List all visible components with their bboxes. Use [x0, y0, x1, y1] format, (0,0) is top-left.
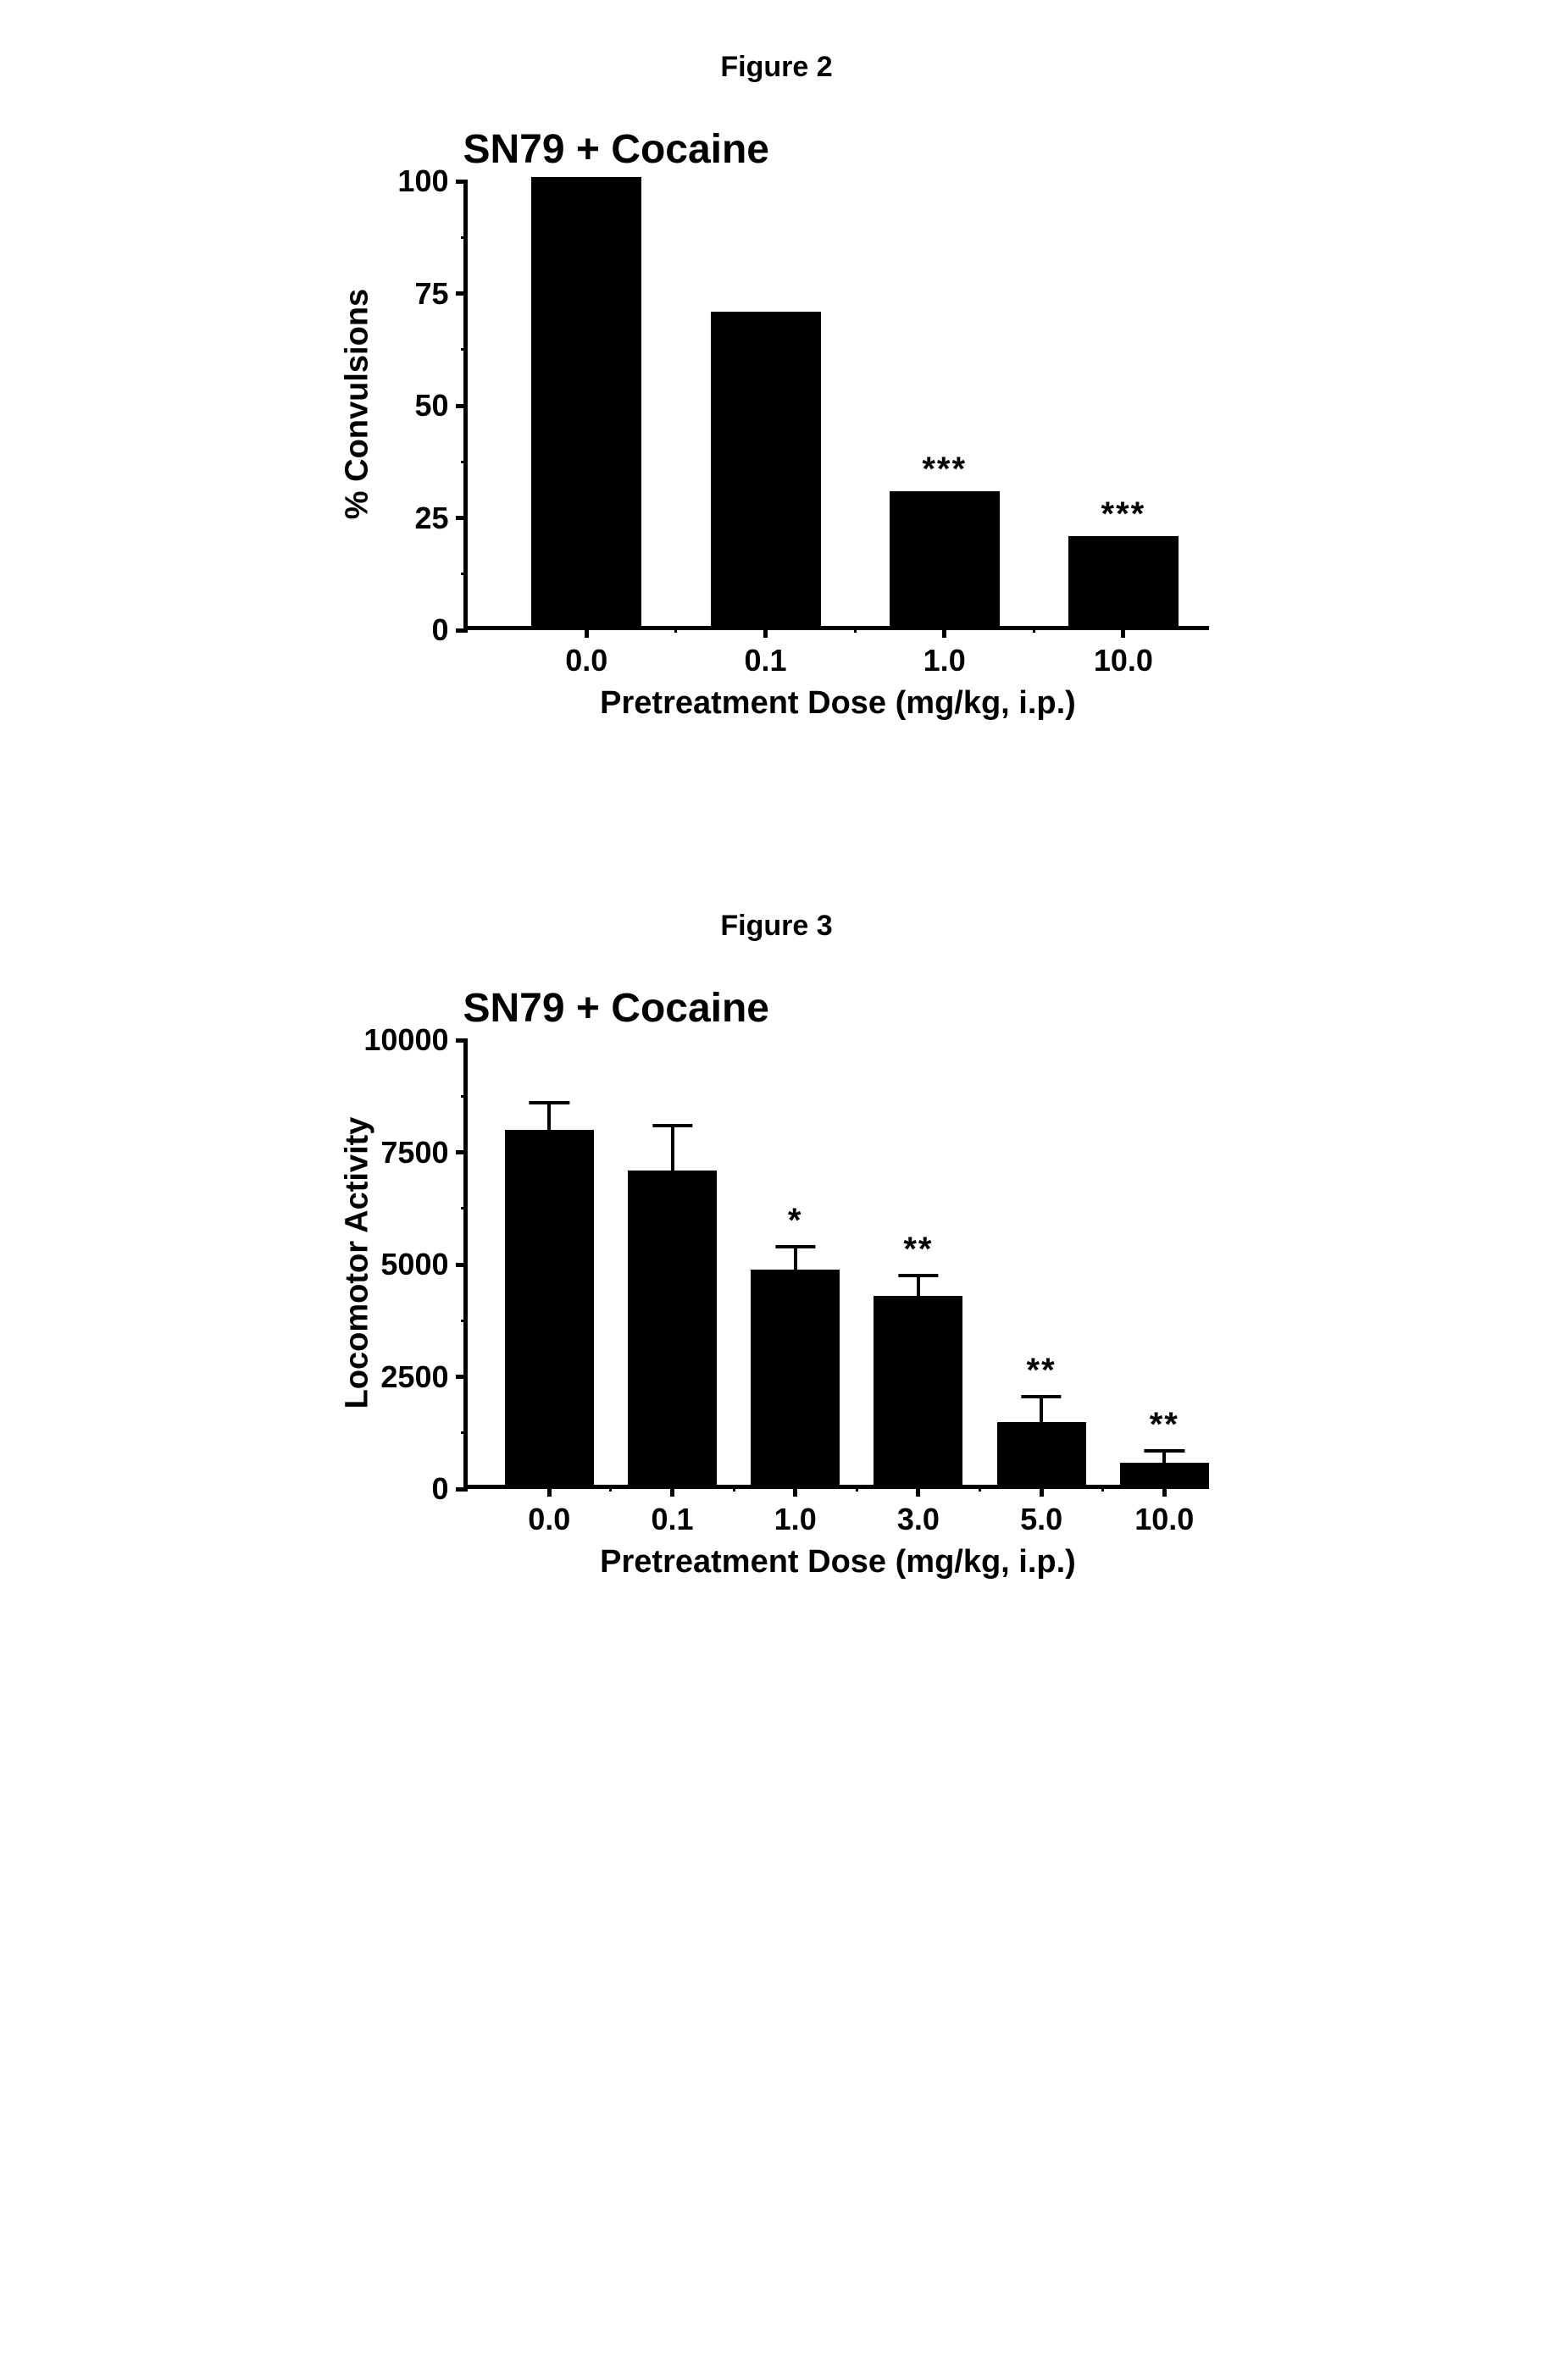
- x-tick-label: 10.0: [1094, 643, 1153, 678]
- x-tick-minor: [856, 1485, 858, 1492]
- x-tick-label: 0.1: [651, 1502, 693, 1537]
- y-tick-label: 10000: [363, 1022, 448, 1058]
- x-tick-label: 5.0: [1020, 1502, 1062, 1537]
- bar: [997, 1422, 1086, 1485]
- y-tick-minor: [461, 348, 468, 351]
- x-tick: [763, 626, 768, 638]
- bar: [874, 1296, 962, 1485]
- error-bar: [671, 1126, 674, 1175]
- significance-label: **: [1027, 1352, 1057, 1390]
- y-tick-label: 0: [431, 1471, 448, 1507]
- y-tick: [456, 516, 468, 520]
- figure-caption: Figure 3: [169, 910, 1384, 943]
- y-tick-label: 5000: [380, 1247, 448, 1282]
- error-cap: [775, 1245, 815, 1248]
- x-tick-label: 0.0: [528, 1502, 570, 1537]
- x-tick-minor: [1033, 626, 1035, 633]
- x-tick: [670, 1485, 674, 1497]
- chart-title: SN79 + Cocaine: [463, 985, 1260, 1032]
- plot-area: 0250050007500100000.00.11.0*3.0**5.0**10…: [463, 1040, 1209, 1489]
- y-tick: [456, 404, 468, 408]
- significance-label: ***: [1101, 495, 1146, 534]
- x-tick-label: 10.0: [1134, 1502, 1194, 1537]
- error-cap: [652, 1124, 692, 1127]
- x-tick-minor: [674, 626, 677, 633]
- x-tick: [1040, 1485, 1044, 1497]
- y-tick-label: 50: [414, 388, 448, 423]
- plot-area: 02550751000.00.11.0***10.0***% Convulsio…: [463, 181, 1209, 630]
- y-tick-minor: [461, 573, 468, 575]
- x-tick-minor: [979, 1485, 981, 1492]
- y-tick-minor: [461, 1320, 468, 1322]
- significance-label: *: [788, 1202, 803, 1240]
- x-tick: [942, 626, 946, 638]
- x-tick-label: 3.0: [897, 1502, 940, 1537]
- x-tick-label: 1.0: [923, 643, 966, 678]
- x-tick-label: 0.0: [565, 643, 607, 678]
- bar: [531, 177, 641, 626]
- x-tick: [547, 1485, 552, 1497]
- x-tick: [1162, 1485, 1167, 1497]
- y-tick-minor: [461, 236, 468, 239]
- significance-label: **: [903, 1231, 933, 1269]
- x-tick: [585, 626, 589, 638]
- error-bar: [1040, 1397, 1043, 1425]
- y-tick: [456, 628, 468, 633]
- error-bar: [917, 1276, 920, 1300]
- bar: [751, 1270, 840, 1485]
- y-tick: [456, 180, 468, 184]
- x-tick-minor: [854, 626, 857, 633]
- error-bar: [547, 1103, 551, 1134]
- y-tick: [456, 1487, 468, 1492]
- chart-title: SN79 + Cocaine: [463, 126, 1260, 173]
- x-tick: [916, 1485, 920, 1497]
- y-tick-minor: [461, 1207, 468, 1209]
- bar: [505, 1130, 594, 1485]
- x-tick-label: 1.0: [774, 1502, 817, 1537]
- y-tick-minor: [461, 461, 468, 463]
- significance-label: **: [1150, 1406, 1179, 1444]
- x-tick: [1121, 626, 1125, 638]
- y-tick: [456, 291, 468, 296]
- x-tick-minor: [733, 1485, 735, 1492]
- error-cap: [1145, 1449, 1184, 1453]
- y-axis-label: Locomotor Activity: [339, 1116, 375, 1409]
- y-tick-label: 75: [414, 276, 448, 312]
- x-axis-label: Pretreatment Dose (mg/kg, i.p.): [600, 685, 1076, 722]
- bar: [628, 1171, 717, 1485]
- error-cap: [898, 1274, 938, 1277]
- y-tick-label: 7500: [380, 1135, 448, 1171]
- x-tick-label: 0.1: [744, 643, 786, 678]
- y-tick-label: 2500: [380, 1359, 448, 1395]
- y-tick-minor: [461, 1095, 468, 1098]
- bar: [890, 491, 1000, 626]
- figure-block-2: Figure 3SN79 + Cocaine025005000750010000…: [169, 910, 1384, 1616]
- y-tick: [456, 1150, 468, 1154]
- bar: [1068, 536, 1179, 626]
- y-axis-label: % Convulsions: [339, 288, 375, 518]
- error-bar: [1162, 1451, 1166, 1467]
- x-tick: [793, 1485, 797, 1497]
- y-tick-label: 25: [414, 501, 448, 536]
- bar: [711, 312, 821, 626]
- figure-block-1: Figure 2SN79 + Cocaine02550751000.00.11.…: [169, 51, 1384, 757]
- x-tick-minor: [1101, 1485, 1104, 1492]
- x-axis-label: Pretreatment Dose (mg/kg, i.p.): [600, 1544, 1076, 1580]
- error-bar: [794, 1247, 797, 1274]
- error-cap: [1021, 1395, 1061, 1398]
- chart: SN79 + Cocaine02550751000.00.11.0***10.0…: [294, 126, 1260, 757]
- y-tick-minor: [461, 1431, 468, 1434]
- y-tick: [456, 1263, 468, 1267]
- x-tick-minor: [609, 1485, 612, 1492]
- y-tick-label: 100: [397, 163, 448, 199]
- significance-label: ***: [922, 451, 967, 489]
- chart: SN79 + Cocaine0250050007500100000.00.11.…: [294, 985, 1260, 1616]
- error-cap: [530, 1101, 569, 1104]
- y-tick-label: 0: [431, 612, 448, 648]
- y-tick: [456, 1038, 468, 1043]
- figure-caption: Figure 2: [169, 51, 1384, 84]
- page: Figure 2SN79 + Cocaine02550751000.00.11.…: [0, 0, 1553, 1870]
- y-tick: [456, 1375, 468, 1379]
